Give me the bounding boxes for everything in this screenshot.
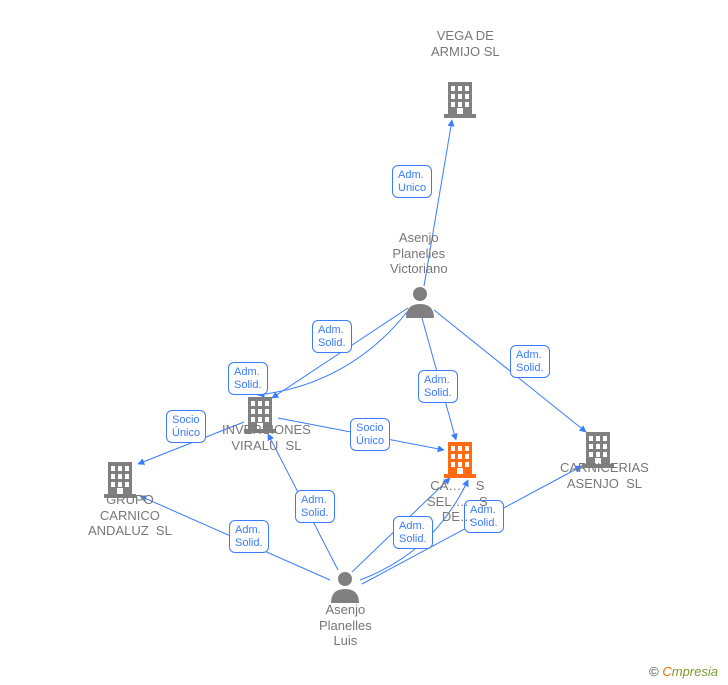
edge-label: Adm. Unico — [392, 165, 432, 198]
edge-label: Adm. Solid. — [295, 490, 335, 523]
node-label: VEGA DE ARMIJO SL — [431, 28, 500, 59]
building-icon[interactable] — [444, 442, 476, 478]
person-icon[interactable] — [406, 287, 434, 318]
person-icon[interactable] — [331, 572, 359, 603]
node-label: Asenjo Planelles Luis — [319, 602, 372, 649]
edge-label: Socio Único — [350, 418, 390, 451]
brand-logo: Cmpresia — [662, 664, 718, 679]
diagram-canvas — [0, 0, 728, 685]
node-label: GRUPO CARNICO ANDALUZ SL — [88, 492, 172, 539]
node-label: Asenjo Planelles Victoriano — [390, 230, 448, 277]
edge-label: Socio Único — [166, 410, 206, 443]
copyright-symbol: © — [649, 664, 659, 679]
edge-label: Adm. Solid. — [312, 320, 352, 353]
node-label: CARNICERIAS ASENJO SL — [560, 460, 649, 491]
node-label: INVERSIONES VIRALU SL — [222, 422, 311, 453]
edge-label: Adm. Solid. — [228, 362, 268, 395]
node-label: CA…. S SEL…. S DE… — [427, 478, 488, 525]
edge-label: Adm. Solid. — [418, 370, 458, 403]
building-icon[interactable] — [444, 82, 476, 118]
edge-label: Adm. Solid. — [510, 345, 550, 378]
edge-label: Adm. Solid. — [229, 520, 269, 553]
footer: © Cmpresia — [649, 664, 718, 679]
